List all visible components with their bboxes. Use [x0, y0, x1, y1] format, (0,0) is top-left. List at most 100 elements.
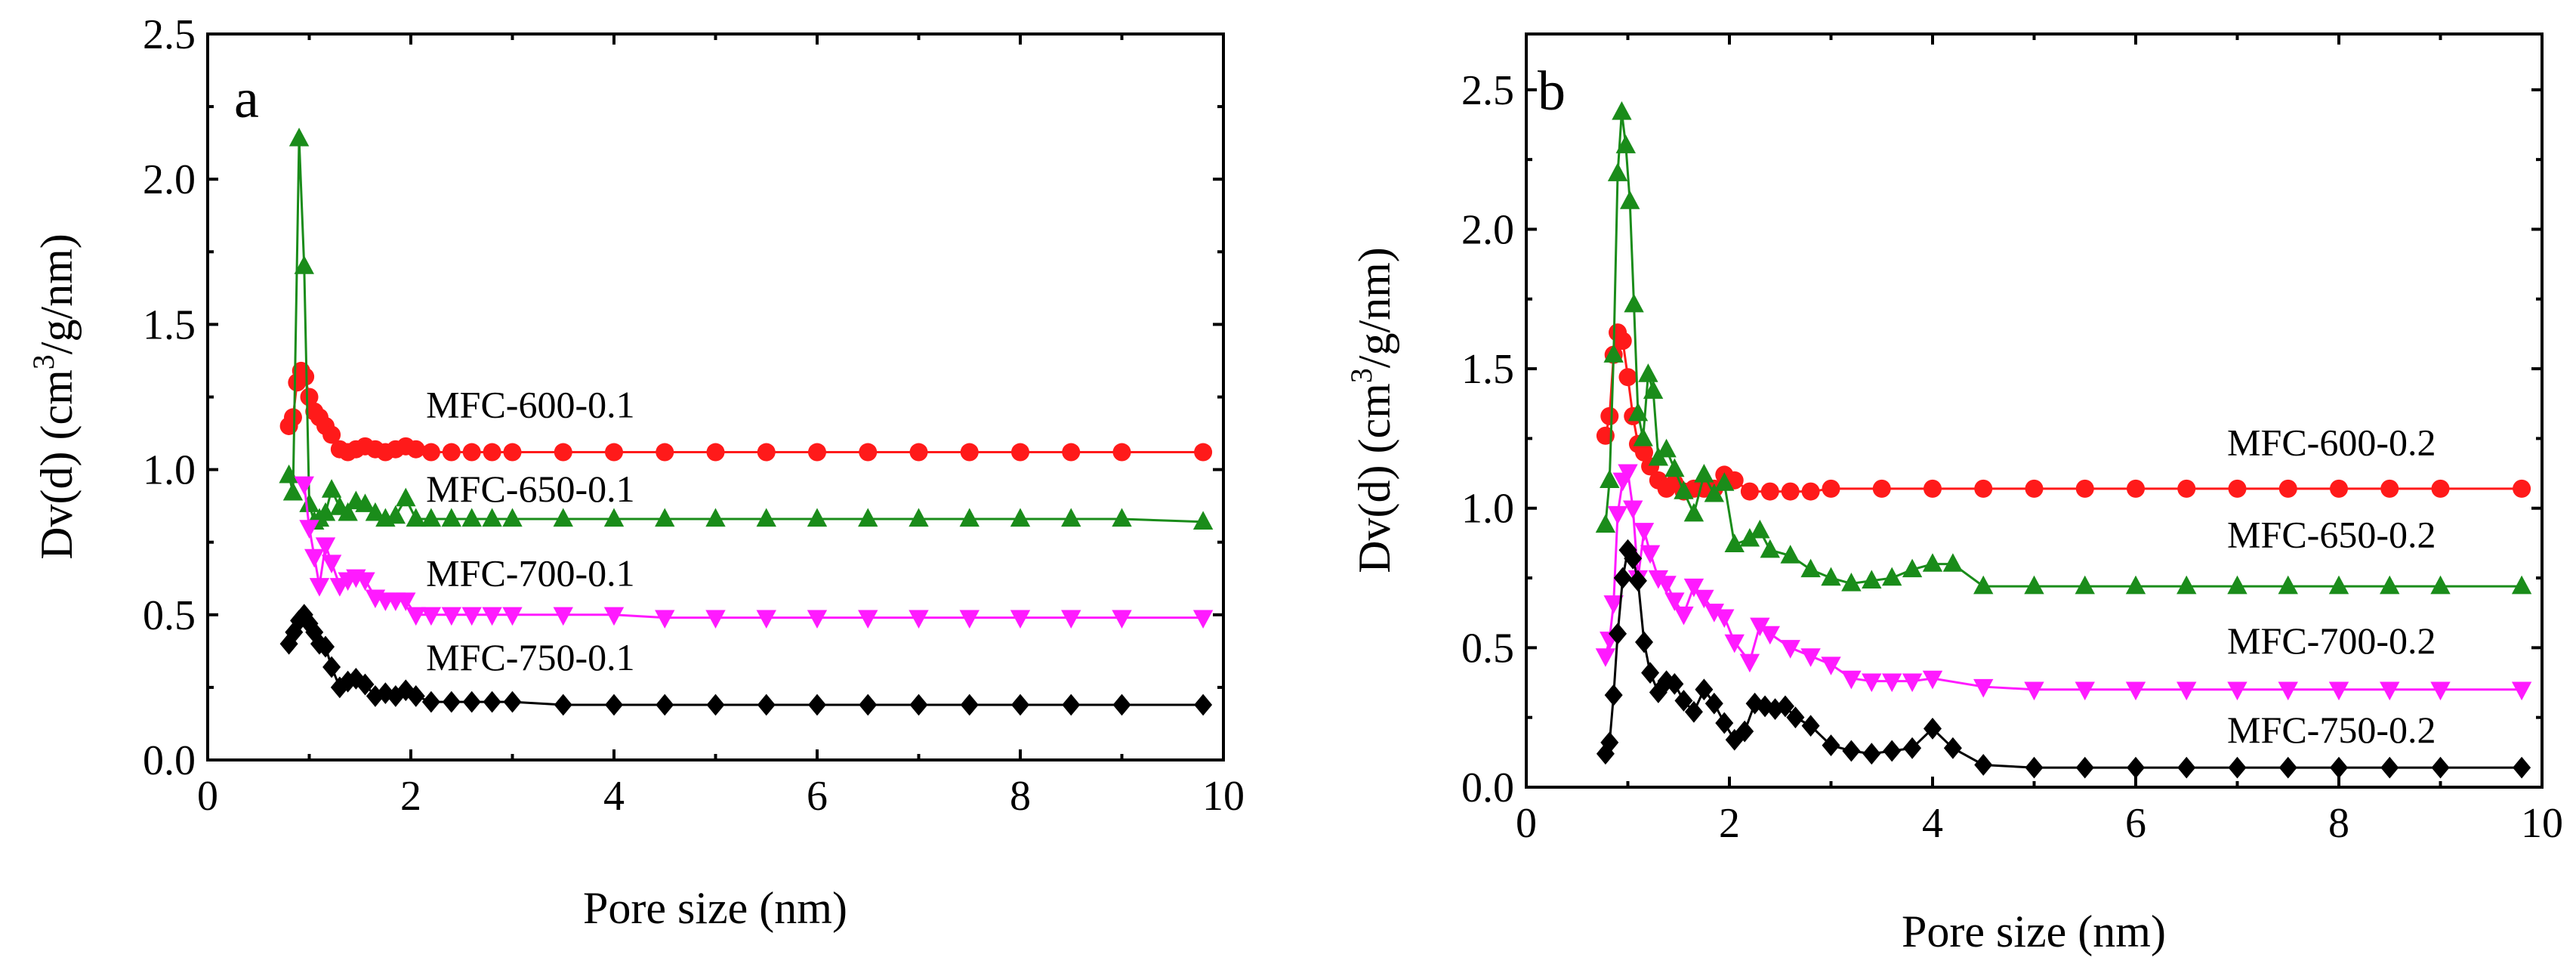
data-point-mfc-750-0-1	[316, 635, 335, 658]
data-point-mfc-750-0-2	[2431, 756, 2450, 779]
data-point-mfc-700-0-2	[1922, 670, 1943, 690]
data-point-mfc-600-0-1	[909, 443, 928, 462]
data-point-mfc-700-0-1	[299, 520, 319, 539]
data-point-mfc-700-0-1	[421, 607, 442, 626]
data-point-mfc-650-0-2	[1600, 469, 1620, 489]
data-point-mfc-750-0-2	[1775, 695, 1794, 718]
data-point-mfc-700-0-1	[315, 537, 336, 556]
data-point-mfc-650-0-1	[385, 505, 406, 524]
panel-b-y-axis-title-main: Dv(d) (cm	[1350, 383, 1399, 573]
data-point-mfc-750-0-2	[2278, 756, 2297, 779]
data-point-mfc-650-0-2	[2328, 575, 2349, 595]
series-label-mfc-650-0-2: MFC-650-0.2	[2227, 513, 2436, 555]
panel-a-y-tick-label: 2.5	[143, 11, 196, 58]
data-point-mfc-600-0-2	[1618, 368, 1637, 387]
panel-b-y-tick-label: 1.5	[1461, 346, 1514, 393]
panel-a-y-tick-label: 2.0	[143, 156, 196, 203]
data-point-mfc-700-0-2	[2024, 681, 2044, 701]
data-point-mfc-700-0-2	[2075, 681, 2095, 701]
data-point-mfc-700-0-2	[1724, 634, 1745, 653]
data-point-mfc-700-0-1	[321, 555, 342, 574]
panel-a-x-tick-label: 6	[807, 773, 828, 820]
data-point-mfc-700-0-1	[756, 610, 776, 629]
data-point-mfc-750-0-2	[2330, 756, 2348, 779]
data-point-mfc-600-0-1	[605, 443, 623, 462]
data-point-mfc-650-0-2	[1724, 533, 1745, 552]
data-point-mfc-650-0-2	[2024, 575, 2044, 595]
data-point-mfc-700-0-2	[1841, 670, 1862, 690]
panel-b-x-axis-title: Pore size (nm)	[1902, 907, 2166, 956]
data-point-mfc-750-0-2	[1862, 743, 1881, 765]
data-point-mfc-750-0-2	[1684, 700, 1703, 723]
data-point-mfc-700-0-2	[1760, 626, 1780, 645]
data-point-mfc-650-0-2	[1607, 162, 1628, 181]
data-point-mfc-750-0-2	[2380, 756, 2399, 779]
data-point-mfc-750-0-1	[706, 694, 725, 716]
data-point-mfc-700-0-2	[2176, 681, 2197, 701]
data-point-mfc-750-0-2	[2513, 756, 2531, 779]
data-point-mfc-700-0-2	[1683, 578, 1704, 598]
data-point-mfc-750-0-2	[1715, 712, 1734, 734]
series-mfc-600-0-1	[279, 361, 1213, 462]
panel-a-y-tick-label: 1.0	[143, 447, 196, 494]
panel-b-y-tick-label: 1.0	[1461, 486, 1514, 533]
data-point-mfc-700-0-2	[1714, 609, 1735, 629]
data-point-mfc-600-0-2	[2025, 479, 2044, 498]
data-point-mfc-750-0-2	[2075, 756, 2094, 779]
data-point-mfc-700-0-2	[2125, 681, 2146, 701]
data-point-mfc-650-0-2	[1739, 527, 1760, 547]
data-point-mfc-650-0-1	[959, 508, 979, 527]
data-point-mfc-600-0-2	[2127, 479, 2145, 498]
data-point-mfc-750-0-1	[406, 685, 425, 707]
panel-b-letter: b	[1538, 60, 1566, 122]
panel-b-x-tick-label: 4	[1922, 800, 1943, 847]
data-point-mfc-750-0-2	[1704, 692, 1723, 715]
data-point-mfc-700-0-2	[1821, 656, 1841, 675]
data-point-mfc-600-0-1	[554, 443, 572, 462]
data-point-mfc-650-0-1	[406, 508, 426, 527]
data-point-mfc-650-0-2	[1656, 438, 1677, 458]
series-label-mfc-750-0-1: MFC-750-0.1	[426, 636, 634, 678]
panel-b-data-layer: MFC-600-0.2 MFC-650-0.2 MFC-700-0.2 MFC-750…	[1595, 100, 2532, 779]
panel-a-y-tick-label: 0.5	[143, 592, 196, 639]
data-point-mfc-700-0-2	[1739, 653, 1760, 673]
data-point-mfc-600-0-1	[483, 443, 501, 462]
data-point-mfc-650-0-1	[299, 493, 319, 512]
data-point-mfc-750-0-1	[808, 694, 826, 716]
data-point-mfc-650-0-1	[1192, 511, 1214, 530]
data-point-mfc-650-0-1	[279, 464, 299, 483]
panel-a-y-axis-title-main: Dv(d) (cm	[32, 369, 82, 560]
data-point-mfc-700-0-2	[1902, 673, 1923, 693]
data-point-mfc-650-0-2	[1942, 553, 1964, 572]
data-point-mfc-650-0-2	[2176, 575, 2197, 595]
data-point-mfc-650-0-2	[1624, 293, 1644, 313]
data-point-mfc-650-0-2	[1643, 380, 1664, 399]
data-point-mfc-600-0-2	[1872, 479, 1891, 498]
panel-a: MFC-600-0.1 MFC-650-0.1 MFC-700-0.1 MFC-750…	[26, 11, 1245, 933]
panel-b-x-tick-label: 10	[2521, 800, 2563, 847]
panel-a-y-tick-label: 1.5	[143, 301, 196, 348]
data-point-mfc-750-0-2	[1695, 678, 1714, 701]
data-point-mfc-600-0-1	[1011, 443, 1029, 462]
data-point-mfc-750-0-1	[757, 694, 776, 716]
data-point-mfc-650-0-2	[1821, 567, 1841, 586]
data-point-mfc-750-0-2	[1735, 720, 1754, 743]
data-point-mfc-600-0-2	[1924, 479, 1942, 498]
data-point-mfc-650-0-1	[553, 508, 573, 527]
data-point-mfc-700-0-2	[1694, 589, 1714, 609]
data-point-mfc-750-0-1	[1011, 694, 1029, 716]
data-point-mfc-650-0-2	[2511, 575, 2532, 595]
panel-b-y-tick-label: 2.5	[1461, 67, 1514, 114]
data-point-mfc-650-0-2	[1800, 558, 1821, 578]
data-point-mfc-700-0-1	[959, 610, 979, 629]
panel-b-y-axis-title-sup: 3	[1344, 368, 1378, 383]
panel-a-x-tick-label: 0	[197, 773, 218, 820]
data-point-mfc-650-0-2	[1841, 573, 1862, 592]
data-point-mfc-650-0-1	[909, 508, 929, 527]
data-point-mfc-750-0-1	[859, 694, 878, 716]
data-point-mfc-750-0-2	[1624, 547, 1643, 570]
data-point-mfc-700-0-1	[396, 592, 416, 611]
data-point-mfc-650-0-2	[2278, 575, 2298, 595]
data-point-mfc-650-0-1	[1010, 508, 1031, 527]
